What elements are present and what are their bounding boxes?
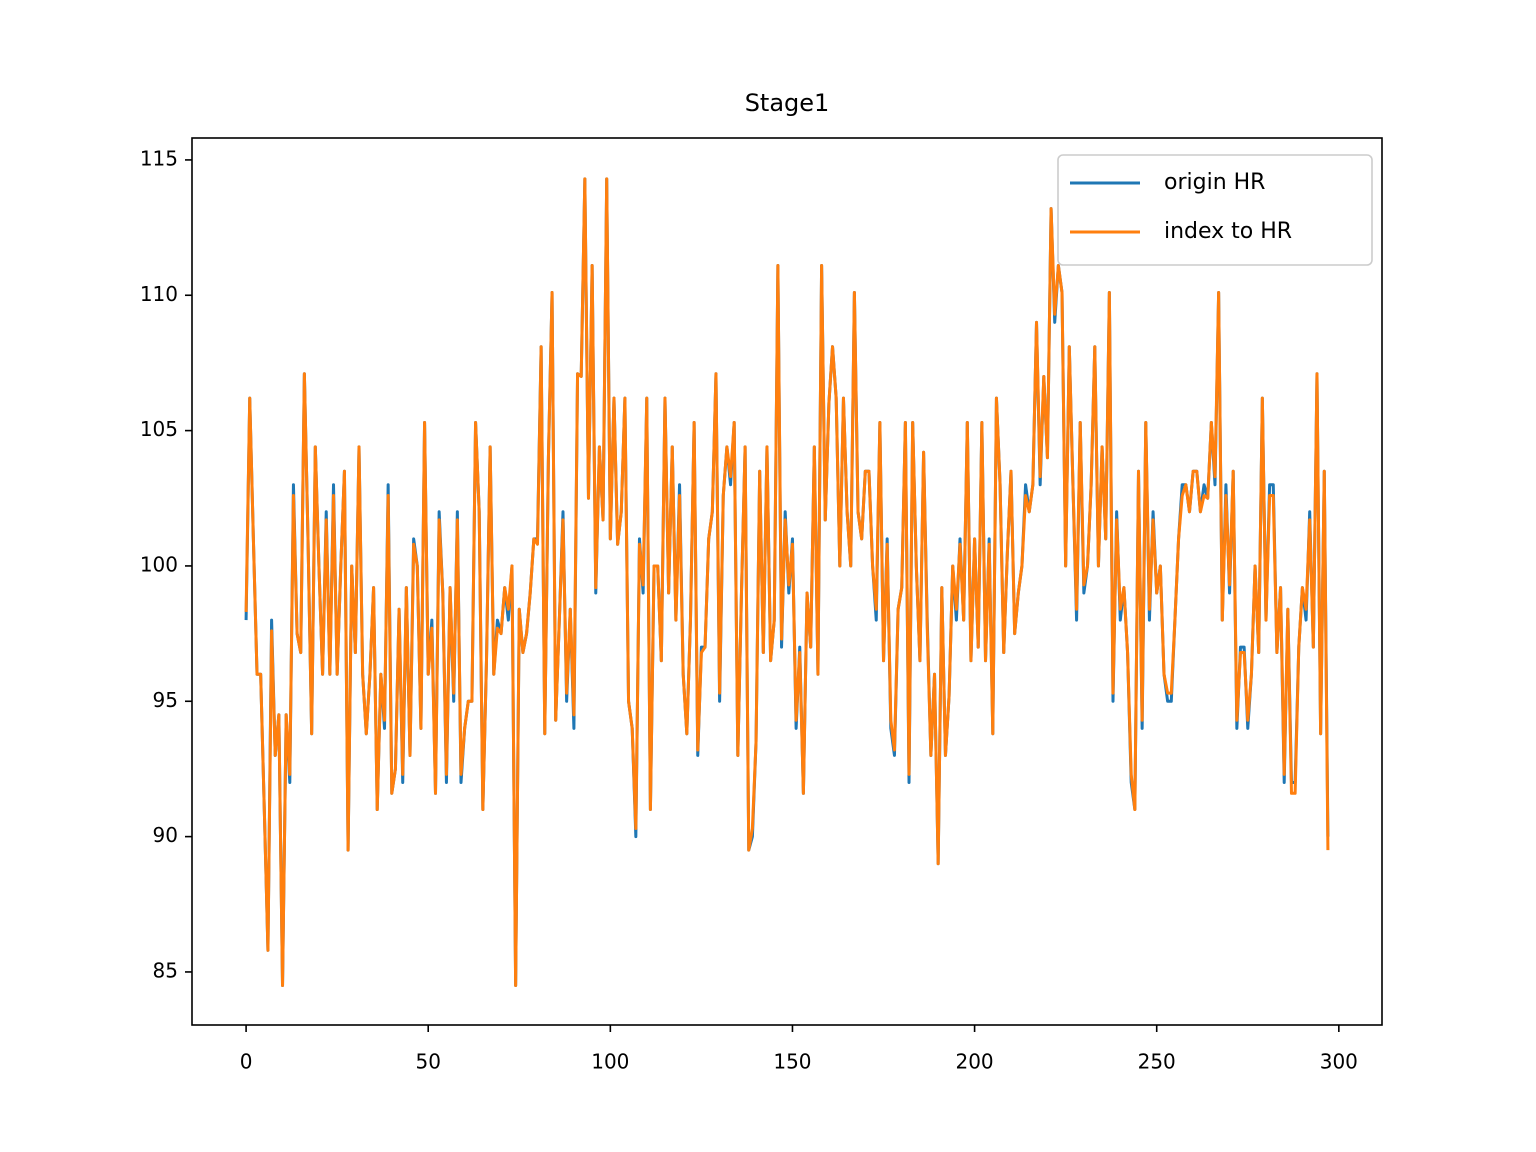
x-tick-label: 100: [591, 1050, 629, 1074]
x-tick-label: 150: [773, 1050, 811, 1074]
x-tick-label: 50: [415, 1050, 440, 1074]
x-tick-label: 250: [1138, 1050, 1176, 1074]
y-tick-label: 100: [140, 552, 178, 576]
y-tick-label: 90: [153, 823, 178, 847]
legend-label: origin HR: [1164, 170, 1265, 195]
y-tick-label: 85: [153, 958, 178, 982]
legend-label: index to HR: [1164, 219, 1292, 244]
data-line: [244, 177, 1330, 987]
x-tick-label: 200: [955, 1050, 993, 1074]
chart-title: Stage1: [745, 89, 830, 117]
y-tick-label: 95: [153, 688, 178, 712]
y-tick-label: 110: [140, 282, 178, 306]
y-tick-label: 115: [140, 146, 178, 170]
axes-frame: [191, 137, 1383, 1026]
y-tick-label: 105: [140, 417, 178, 441]
x-tick-label: 300: [1320, 1050, 1358, 1074]
x-tick-label: 0: [240, 1050, 253, 1074]
